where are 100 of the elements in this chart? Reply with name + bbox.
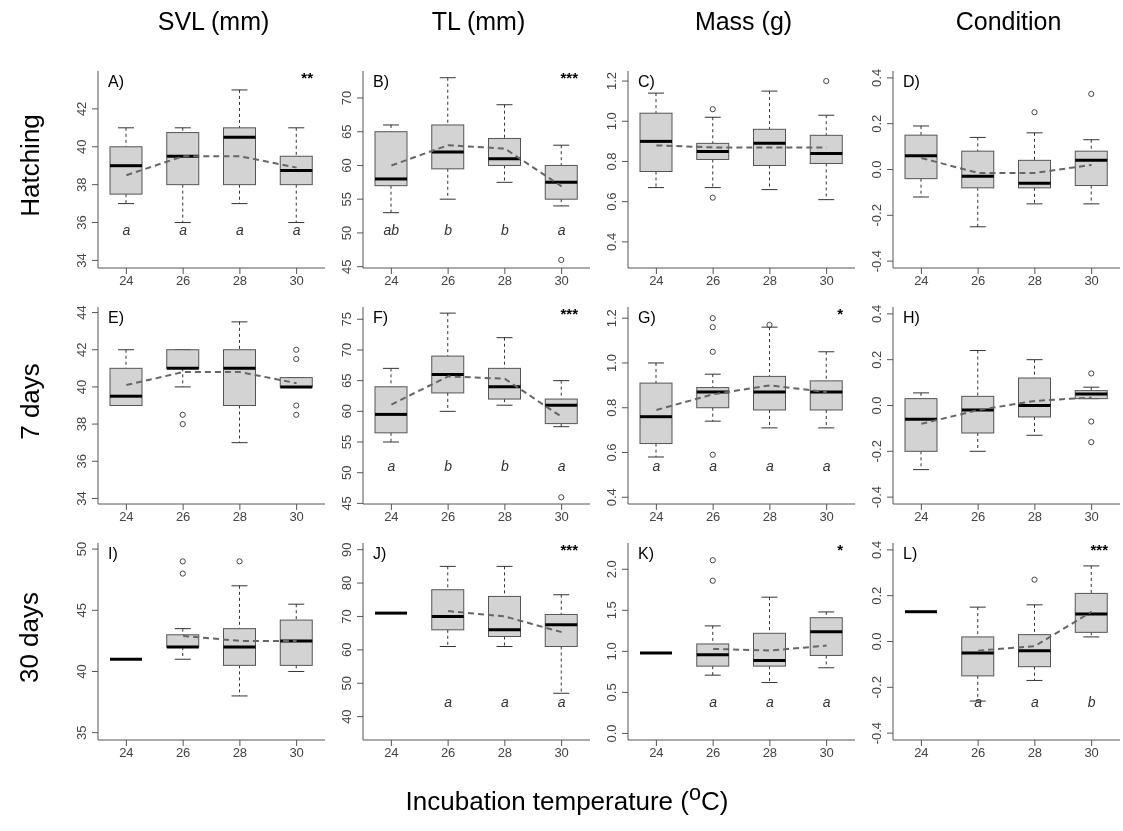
x-tick-label: 26 bbox=[175, 509, 191, 525]
annotation: a bbox=[556, 694, 567, 710]
y-tick-label: 38 bbox=[74, 177, 89, 192]
y-tick-label: 1.2 bbox=[604, 72, 619, 91]
x-tick-label: 24 bbox=[119, 745, 134, 761]
y-axis-title: 30 days bbox=[14, 591, 46, 684]
x-tick-label: 30 bbox=[554, 509, 569, 525]
annotation: *** bbox=[560, 305, 578, 322]
y-tick-label: 0.8 bbox=[604, 152, 619, 171]
y-tick-label: 0.4 bbox=[869, 304, 884, 323]
y-tick-label: 80 bbox=[339, 575, 354, 591]
y-tick-label: 1.0 bbox=[604, 353, 619, 372]
annotation: L) bbox=[903, 545, 918, 563]
x-tick-label: 26 bbox=[440, 273, 456, 289]
x-tick-label: 30 bbox=[289, 745, 304, 761]
annotation: *** bbox=[560, 69, 578, 86]
y-tick-label: 50 bbox=[339, 225, 354, 241]
x-tick-label: 26 bbox=[970, 509, 986, 525]
y-tick-label: 45 bbox=[74, 603, 89, 618]
annotation: a bbox=[386, 458, 397, 474]
y-tick-label: 90 bbox=[339, 542, 354, 557]
x-tick-label: 26 bbox=[970, 745, 986, 761]
y-tick-label: 0.5 bbox=[604, 683, 619, 702]
annotation: * bbox=[837, 305, 843, 322]
y-tick-label: 35 bbox=[74, 725, 89, 740]
y-tick-label: 1.0 bbox=[604, 112, 619, 131]
x-tick-label: 26 bbox=[970, 273, 986, 289]
y-tick-label: -0.2 bbox=[869, 440, 884, 463]
y-tick-label: -0.4 bbox=[869, 249, 884, 273]
x-tick-label: 24 bbox=[649, 273, 664, 289]
annotation: E) bbox=[108, 309, 124, 327]
y-tick-label: 34 bbox=[74, 491, 89, 506]
chart-title: Condition bbox=[954, 7, 1063, 36]
annotation: a bbox=[291, 222, 302, 238]
y-tick-label: 70 bbox=[339, 609, 354, 624]
annotation: a bbox=[651, 458, 662, 474]
y-tick-label: 1.5 bbox=[604, 601, 619, 620]
annotation: b bbox=[499, 458, 510, 474]
y-tick-label: 0.2 bbox=[869, 114, 884, 133]
y-tick-label: 50 bbox=[339, 676, 354, 691]
annotation: ** bbox=[301, 69, 313, 86]
y-tick-label: 0.6 bbox=[604, 443, 619, 462]
x-tick-label: 30 bbox=[819, 509, 834, 525]
x-tick-label: 28 bbox=[232, 509, 248, 525]
y-tick-label: 50 bbox=[74, 541, 89, 557]
y-tick-label: 1.2 bbox=[604, 309, 619, 328]
y-tick-label: 45 bbox=[339, 259, 354, 274]
annotation: a bbox=[178, 222, 188, 238]
annotation: H) bbox=[903, 309, 920, 327]
y-tick-label: 0.0 bbox=[869, 396, 884, 415]
x-tick-label: 24 bbox=[384, 509, 399, 525]
x-tick-label: 30 bbox=[1084, 745, 1099, 761]
x-tick-label: 26 bbox=[440, 509, 456, 525]
y-axis-title: Hatching bbox=[14, 114, 46, 217]
x-tick-label: 30 bbox=[1084, 509, 1099, 525]
x-tick-label: 30 bbox=[289, 273, 304, 289]
annotation: J) bbox=[373, 545, 387, 563]
x-tick-label: 26 bbox=[705, 509, 721, 525]
y-tick-label: 34 bbox=[74, 253, 89, 268]
x-tick-label: 26 bbox=[705, 745, 721, 761]
annotation: a bbox=[556, 458, 567, 474]
x-tick-label: 30 bbox=[819, 745, 834, 761]
annotation: a bbox=[121, 222, 132, 238]
chart-title: TL (mm) bbox=[430, 7, 527, 36]
y-tick-label: 50 bbox=[339, 465, 354, 480]
x-tick-label: 28 bbox=[497, 745, 513, 761]
x-tick-label: 26 bbox=[175, 745, 191, 761]
y-tick-label: 36 bbox=[74, 454, 89, 469]
x-tick-label: 28 bbox=[232, 273, 248, 289]
annotation: * bbox=[837, 541, 843, 558]
annotation: F) bbox=[373, 309, 389, 327]
x-tick-label: 24 bbox=[914, 745, 929, 761]
annotation: a bbox=[443, 694, 453, 710]
y-tick-label: 0.4 bbox=[604, 488, 619, 507]
x-tick-label: 28 bbox=[1027, 509, 1043, 525]
annotation: ab bbox=[382, 222, 401, 238]
annotation: b bbox=[499, 222, 510, 238]
annotation: a bbox=[556, 222, 567, 238]
y-tick-label: 0.2 bbox=[869, 586, 884, 605]
y-tick-label: 36 bbox=[74, 215, 89, 230]
x-tick-label: 28 bbox=[497, 273, 513, 289]
y-tick-label: 42 bbox=[74, 101, 89, 117]
annotation: D) bbox=[903, 73, 920, 91]
x-tick-label: 28 bbox=[497, 509, 513, 525]
x-tick-label: 26 bbox=[705, 273, 721, 289]
y-tick-label: 2.0 bbox=[604, 560, 619, 579]
y-tick-label: 38 bbox=[74, 416, 89, 432]
y-tick-label: 0.2 bbox=[869, 350, 884, 369]
annotation: *** bbox=[1090, 541, 1108, 558]
x-tick-label: 30 bbox=[554, 273, 569, 289]
chart-title: Mass (g) bbox=[693, 7, 794, 36]
x-tick-label: 28 bbox=[1027, 745, 1043, 761]
x-tick-label: 30 bbox=[289, 509, 304, 525]
annotation: a bbox=[708, 694, 718, 710]
annotation: I) bbox=[108, 545, 118, 563]
x-tick-label: 28 bbox=[762, 273, 778, 289]
y-tick-label: 70 bbox=[339, 90, 354, 106]
y-tick-label: 0.0 bbox=[604, 724, 619, 743]
y-tick-label: 65 bbox=[339, 373, 354, 388]
x-tick-label: 28 bbox=[762, 509, 778, 525]
